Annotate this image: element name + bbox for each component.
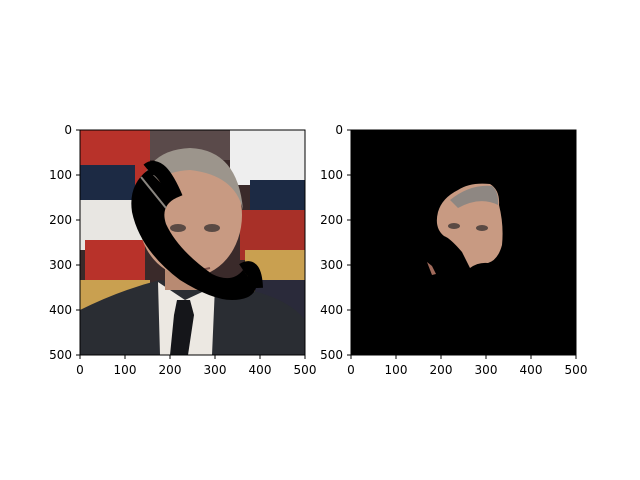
left-x-tick-label: 0 xyxy=(76,363,84,377)
right-y-tick-label: 500 xyxy=(320,348,343,362)
right-x-tick-label: 300 xyxy=(475,363,498,377)
right-x-tick-label: 400 xyxy=(520,363,543,377)
left-x-tick-label: 400 xyxy=(249,363,272,377)
right-x-tick-label: 200 xyxy=(430,363,453,377)
left-y-tick-label: 300 xyxy=(49,258,72,272)
left-y-tick-label: 200 xyxy=(49,213,72,227)
left-image-panel xyxy=(80,130,305,355)
right-y-tick-label: 200 xyxy=(320,213,343,227)
right-image-panel xyxy=(351,130,576,355)
right-y-tick-label: 100 xyxy=(320,168,343,182)
left-x-tick-label: 300 xyxy=(204,363,227,377)
left-x-tick-label: 200 xyxy=(159,363,182,377)
right-x-tick-label: 500 xyxy=(565,363,588,377)
left-y-tick-label: 100 xyxy=(49,168,72,182)
right-axes-frame xyxy=(350,129,577,356)
left-y-tick-label: 400 xyxy=(49,303,72,317)
left-x-tick-label: 100 xyxy=(114,363,137,377)
right-x-tick-label: 100 xyxy=(385,363,408,377)
left-x-tick-label: 500 xyxy=(294,363,317,377)
left-y-tick-label: 0 xyxy=(64,123,72,137)
right-y-tick-label: 300 xyxy=(320,258,343,272)
left-photo xyxy=(80,130,305,355)
left-axes-frame xyxy=(79,129,306,356)
right-face-region xyxy=(427,183,503,275)
right-x-tick-label: 0 xyxy=(347,363,355,377)
right-y-tick-label: 400 xyxy=(320,303,343,317)
left-y-tick-label: 500 xyxy=(49,348,72,362)
right-y-tick-label: 0 xyxy=(335,123,343,137)
